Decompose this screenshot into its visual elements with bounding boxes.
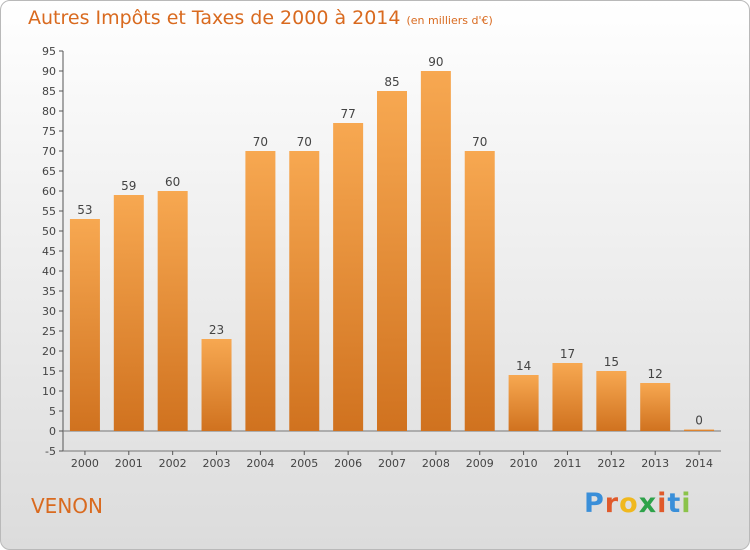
data-label: 90 <box>428 55 443 69</box>
x-tick-label: 2012 <box>597 457 625 470</box>
bar <box>464 151 495 431</box>
x-tick-label: 2002 <box>159 457 187 470</box>
y-tick-label: 65 <box>42 165 56 178</box>
data-label: 15 <box>604 355 619 369</box>
data-labels: 53 59 60 23 70 70 77 85 90 70 14 17 15 12 0 <box>77 55 703 428</box>
bar <box>289 151 320 431</box>
bar <box>640 383 671 431</box>
y-tick-label: 85 <box>42 85 56 98</box>
bar <box>157 191 188 431</box>
bar <box>552 363 583 431</box>
data-label: 70 <box>297 135 312 149</box>
y-tick-label: 15 <box>42 365 56 378</box>
bar <box>245 151 276 431</box>
bar <box>508 375 539 431</box>
y-tick-label: 40 <box>42 265 56 278</box>
x-tick-label: 2008 <box>422 457 450 470</box>
bar <box>113 195 144 431</box>
y-tick-label: 35 <box>42 285 56 298</box>
title-text: Autres Impôts et Taxes de 2000 à 2014 <box>28 7 401 29</box>
y-tick-label: 55 <box>42 205 56 218</box>
bar <box>596 371 627 431</box>
data-label: 77 <box>340 107 355 121</box>
x-tick-label: 2003 <box>203 457 231 470</box>
y-tick-label: 30 <box>42 305 56 318</box>
bars <box>69 71 715 431</box>
x-tick-label: 2009 <box>466 457 494 470</box>
y-tick-label: 80 <box>42 105 56 118</box>
x-tick-label: 2011 <box>553 457 581 470</box>
data-label: 0 <box>695 414 703 428</box>
x-tick-label: 2001 <box>115 457 143 470</box>
y-tick-label: 60 <box>42 185 56 198</box>
logo-letter: i <box>681 488 692 519</box>
data-label: 70 <box>253 135 268 149</box>
y-tick-label: 70 <box>42 145 56 158</box>
x-tick-label: 2007 <box>378 457 406 470</box>
bar <box>201 339 232 431</box>
y-tick-label: 75 <box>42 125 56 138</box>
logo-letter: P <box>584 488 605 519</box>
data-label: 60 <box>165 175 180 189</box>
x-tick-label: 2004 <box>246 457 274 470</box>
y-tick-label: 10 <box>42 385 56 398</box>
bar <box>333 123 364 431</box>
x-tick-label: 2010 <box>510 457 538 470</box>
bar <box>684 429 715 431</box>
proxiti-logo[interactable]: Proxiti <box>584 488 692 519</box>
data-label: 23 <box>209 323 224 337</box>
y-tick-label: 20 <box>42 345 56 358</box>
y-tick-label: -5 <box>45 445 56 458</box>
y-tick-label: 50 <box>42 225 56 238</box>
data-label: 53 <box>77 203 92 217</box>
bar <box>420 71 451 431</box>
logo-letter: o <box>619 488 639 519</box>
data-label: 14 <box>516 359 531 373</box>
data-label: 12 <box>648 367 663 381</box>
unit-label: (en milliers d'€) <box>406 14 493 27</box>
logo-letter: t <box>667 488 682 519</box>
y-tick-label: 95 <box>42 45 56 58</box>
y-tick-label: 5 <box>49 405 56 418</box>
x-tick-label: 2014 <box>685 457 713 470</box>
y-tick-label: 90 <box>42 65 56 78</box>
chart-title: Autres Impôts et Taxes de 2000 à 2014 (en… <box>28 7 493 29</box>
y-tick-label: 45 <box>42 245 56 258</box>
logo-letter: x <box>638 488 658 519</box>
data-label: 59 <box>121 179 136 193</box>
y-tick-label: 0 <box>49 425 56 438</box>
logo-letter: r <box>604 488 620 519</box>
x-tick-label: 2006 <box>334 457 362 470</box>
x-tick-label: 2013 <box>641 457 669 470</box>
y-tick-label: 25 <box>42 325 56 338</box>
data-label: 85 <box>384 75 399 89</box>
x-tick-label: 2005 <box>290 457 318 470</box>
location-name: VENON <box>31 494 103 518</box>
bar <box>377 91 407 431</box>
data-label: 17 <box>560 347 575 361</box>
data-label: 70 <box>472 135 487 149</box>
bar <box>69 219 100 431</box>
x-tick-label: 2000 <box>71 457 99 470</box>
logo-letter: i <box>657 488 668 519</box>
